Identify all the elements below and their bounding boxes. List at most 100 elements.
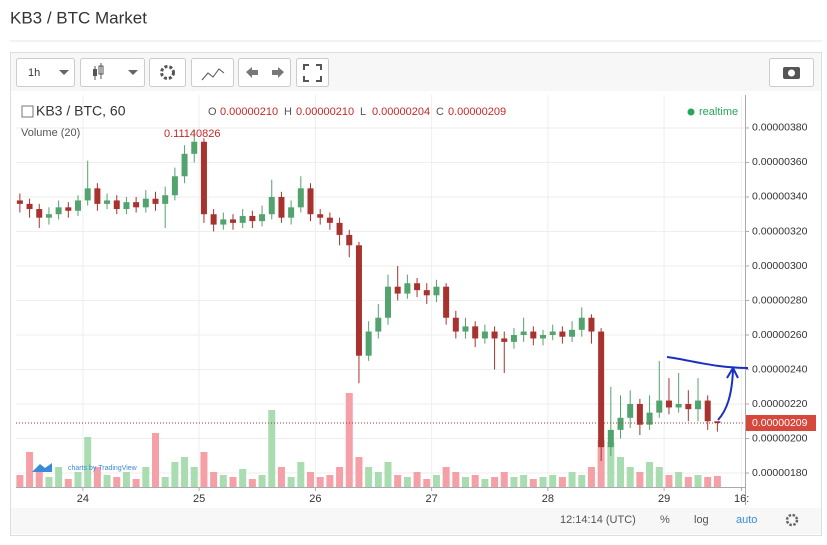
percent-toggle[interactable]: % bbox=[660, 514, 670, 526]
log-toggle[interactable]: log bbox=[694, 514, 709, 526]
y-tick-label: 0.00000180 bbox=[752, 467, 808, 479]
candle-body bbox=[433, 286, 440, 296]
symbol-label: KB3 / BTC, 60 bbox=[36, 103, 126, 119]
auto-toggle[interactable]: auto bbox=[736, 514, 757, 526]
chart-style-button[interactable] bbox=[80, 58, 145, 87]
gear-icon bbox=[160, 65, 175, 80]
volume-bar bbox=[636, 472, 644, 487]
x-tick-label: 27 bbox=[425, 493, 437, 505]
annotation-line bbox=[666, 356, 749, 369]
volume-bar bbox=[471, 475, 479, 487]
plot-area: 0.00000180 0.00000200 0.00000220 0.00000240… bbox=[16, 95, 816, 505]
volume-bar bbox=[491, 477, 499, 487]
volume-value: 0.11140826 bbox=[164, 128, 220, 140]
candle-body bbox=[549, 331, 556, 335]
candle-body bbox=[530, 331, 537, 339]
candle-body bbox=[423, 290, 430, 296]
volume-bar bbox=[646, 462, 654, 487]
volume-bar bbox=[297, 462, 305, 487]
bottom-bar bbox=[11, 508, 821, 534]
candle-body bbox=[481, 331, 488, 339]
y-tick-label: 0.00000380 bbox=[752, 122, 808, 134]
settings-button[interactable] bbox=[149, 58, 186, 87]
candle-body bbox=[181, 153, 188, 177]
interval-button[interactable] bbox=[16, 58, 75, 87]
volume-bar bbox=[597, 440, 605, 487]
indicators-button[interactable] bbox=[191, 58, 234, 87]
volume-bar bbox=[345, 393, 353, 487]
candle-body bbox=[317, 214, 324, 218]
fullscreen-button[interactable] bbox=[296, 58, 329, 87]
volume-bar bbox=[665, 475, 673, 487]
y-tick-label: 0.00000280 bbox=[752, 294, 808, 306]
volume-bar bbox=[442, 467, 450, 487]
ohlc-value: 0.00000204 bbox=[372, 106, 430, 118]
candle-body bbox=[617, 417, 624, 430]
y-tick-label: 0.00000200 bbox=[752, 432, 808, 444]
candle-body bbox=[675, 404, 682, 408]
undo-redo-button[interactable] bbox=[238, 58, 291, 87]
camera-icon bbox=[788, 69, 795, 77]
candle-body bbox=[510, 334, 517, 342]
candle-body bbox=[210, 214, 217, 225]
candle-body bbox=[94, 188, 101, 204]
candle-body bbox=[326, 217, 333, 223]
candle-body bbox=[462, 326, 469, 332]
candle-body bbox=[230, 219, 237, 223]
y-tick-label: 0.00000360 bbox=[752, 156, 808, 168]
candle-body bbox=[695, 400, 702, 410]
volume-bar bbox=[277, 467, 285, 487]
volume-bar bbox=[152, 433, 160, 487]
candle-body bbox=[36, 209, 43, 218]
volume-bar bbox=[413, 472, 421, 487]
candle-body bbox=[220, 219, 227, 225]
candle-body bbox=[268, 196, 275, 215]
realtime-label: realtime bbox=[699, 106, 738, 118]
candle-body bbox=[365, 331, 372, 356]
candle-body bbox=[375, 317, 382, 332]
candle-body bbox=[578, 317, 585, 330]
axis-settings[interactable] bbox=[785, 513, 799, 527]
candle-body bbox=[588, 317, 595, 332]
candle-body bbox=[191, 141, 198, 154]
candle-body bbox=[714, 421, 721, 423]
candle-body bbox=[559, 331, 566, 337]
volume-bar bbox=[578, 475, 586, 487]
ohlc-key: L bbox=[360, 106, 366, 118]
candle-body bbox=[540, 334, 547, 339]
y-tick-label: 0.00000340 bbox=[752, 191, 808, 203]
collapse-icon[interactable] bbox=[21, 105, 34, 118]
volume-bar bbox=[384, 462, 392, 487]
volume-bar bbox=[229, 477, 237, 487]
volume-bar bbox=[452, 472, 460, 487]
volume-bar bbox=[607, 442, 615, 487]
interval-label: 1h bbox=[28, 67, 40, 79]
volume-bar bbox=[16, 475, 24, 487]
y-tick-label: 0.00000300 bbox=[752, 260, 808, 272]
candle-body bbox=[84, 188, 91, 201]
volume-bar bbox=[45, 477, 53, 487]
volume-bar bbox=[626, 467, 634, 487]
legend: KB3 / BTC, 60 Volume (20) 0.11140826 rea… bbox=[21, 103, 738, 140]
last-price-box bbox=[746, 414, 816, 431]
volume-bar bbox=[704, 477, 712, 487]
candle-body bbox=[113, 200, 120, 210]
clock: 12:14:14 (UTC) bbox=[560, 514, 636, 526]
volume-bar bbox=[558, 477, 566, 487]
candle-body bbox=[249, 215, 256, 222]
volume-bar bbox=[316, 477, 324, 487]
volume-bar bbox=[655, 467, 663, 487]
candle-body bbox=[55, 207, 62, 215]
ohlc-value: 0.00000209 bbox=[448, 106, 506, 118]
toolbar-buttons: 1h bbox=[16, 58, 814, 87]
toolbar bbox=[11, 53, 821, 91]
candle-body bbox=[443, 286, 450, 318]
candle-body bbox=[636, 404, 643, 425]
volume-bar bbox=[374, 472, 382, 487]
candle-body bbox=[414, 283, 421, 291]
candle-body bbox=[133, 202, 140, 208]
x-tick-label: 24 bbox=[77, 493, 89, 505]
y-tick-label: 0.00000220 bbox=[752, 398, 808, 410]
volume-bar bbox=[432, 475, 440, 487]
